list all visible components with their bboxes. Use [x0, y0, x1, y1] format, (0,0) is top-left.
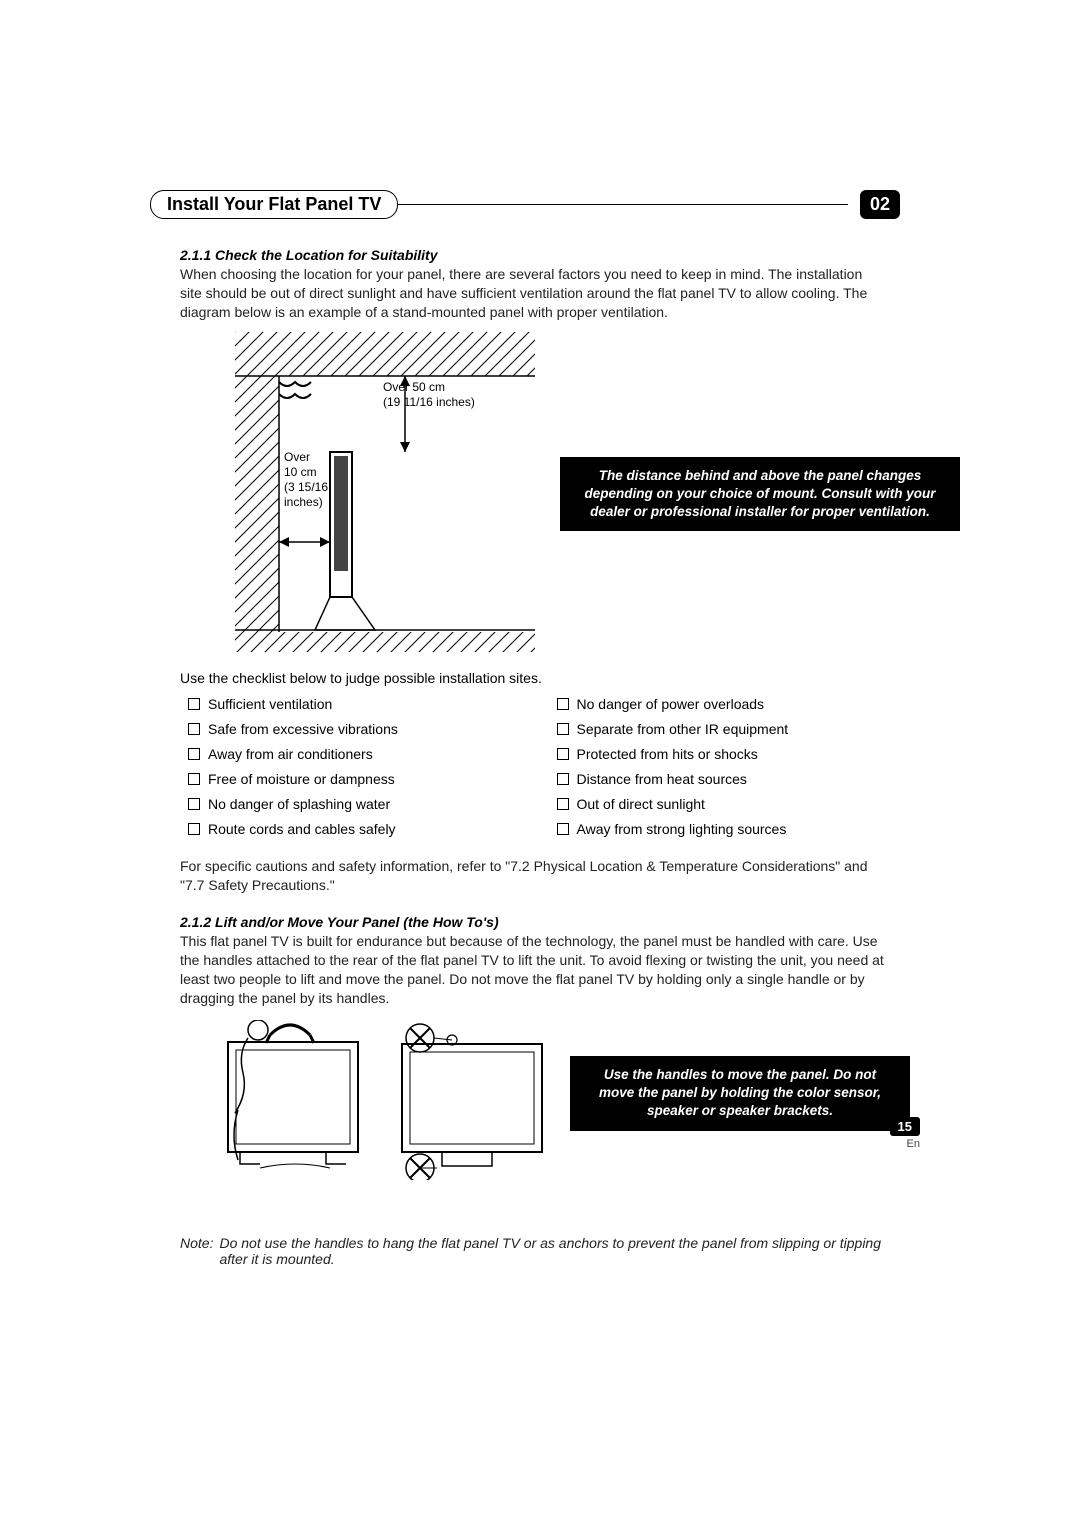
ventilation-diagram: Over 50 cm (19 11/16 inches) Over 10 cm … — [235, 332, 535, 652]
check-item: Separate from other IR equipment — [557, 721, 886, 737]
checkbox-icon — [557, 798, 569, 810]
header-rule — [398, 204, 848, 205]
page-lang: En — [890, 1138, 920, 1150]
page-footer: 15 En — [890, 1117, 920, 1150]
diagram-top-label: Over 50 cm (19 11/16 inches) — [383, 380, 475, 410]
checkbox-icon — [557, 698, 569, 710]
note-label: Note: — [180, 1235, 213, 1267]
check-item: Route cords and cables safely — [188, 821, 517, 837]
checkbox-icon — [188, 798, 200, 810]
checkbox-icon — [188, 698, 200, 710]
check-item: Away from strong lighting sources — [557, 821, 886, 837]
ventilation-callout: The distance behind and above the panel … — [560, 457, 960, 532]
check-item: Away from air conditioners — [188, 746, 517, 762]
check-item: Safe from excessive vibrations — [188, 721, 517, 737]
section-212-body: This flat panel TV is built for enduranc… — [180, 932, 885, 1008]
check-item: Distance from heat sources — [557, 771, 886, 787]
lift-diagram-wrong — [382, 1020, 552, 1180]
check-item: Out of direct sunlight — [557, 796, 886, 812]
check-item: No danger of power overloads — [557, 696, 886, 712]
section-211-heading: 2.1.1 Check the Location for Suitability — [180, 247, 885, 263]
page-header: Install Your Flat Panel TV 02 — [150, 190, 900, 219]
checkbox-icon — [188, 748, 200, 760]
checkbox-icon — [557, 748, 569, 760]
checkbox-icon — [557, 723, 569, 735]
checkbox-icon — [557, 823, 569, 835]
lift-callout: Use the handles to move the panel. Do no… — [570, 1056, 910, 1131]
chapter-title: Install Your Flat Panel TV — [150, 190, 398, 219]
section-212: 2.1.2 Lift and/or Move Your Panel (the H… — [180, 914, 885, 1200]
checklist: Sufficient ventilation Safe from excessi… — [188, 696, 885, 837]
page-number: 15 — [890, 1117, 920, 1136]
section-211-body: When choosing the location for your pane… — [180, 265, 885, 322]
check-item: Free of moisture or dampness — [188, 771, 517, 787]
checkbox-icon — [557, 773, 569, 785]
check-item: Protected from hits or shocks — [557, 746, 886, 762]
section-211-footer: For specific cautions and safety informa… — [180, 857, 885, 895]
checkbox-icon — [188, 773, 200, 785]
check-item: No danger of splashing water — [188, 796, 517, 812]
content-area: 2.1.1 Check the Location for Suitability… — [180, 247, 885, 1267]
diagram-side-label: Over 10 cm (3 15/16 inches) — [283, 450, 329, 510]
checklist-intro: Use the checklist below to judge possibl… — [180, 670, 885, 686]
checkbox-icon — [188, 823, 200, 835]
chapter-number-badge: 02 — [860, 190, 900, 219]
check-item: Sufficient ventilation — [188, 696, 517, 712]
note-text: Do not use the handles to hang the flat … — [219, 1235, 885, 1267]
lift-diagram-correct — [210, 1020, 370, 1180]
section-212-heading: 2.1.2 Lift and/or Move Your Panel (the H… — [180, 914, 885, 930]
note: Note: Do not use the handles to hang the… — [180, 1235, 885, 1267]
checkbox-icon — [188, 723, 200, 735]
